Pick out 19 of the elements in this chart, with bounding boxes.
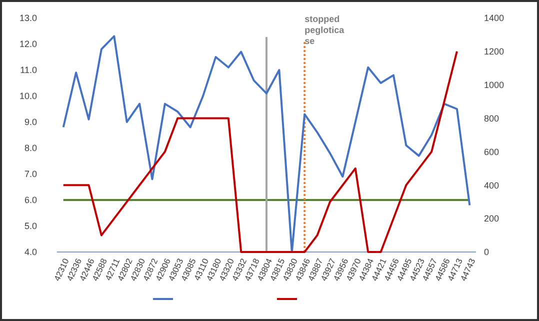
y-tick-label: 4.0 [24, 247, 37, 258]
y-tick-label: 10.0 [19, 91, 37, 102]
y2-tick-label: 1000 [484, 80, 504, 90]
y-tick-label: 11.0 [20, 65, 37, 76]
y-tick-label: 6.0 [24, 195, 37, 206]
y2-tick-label: 200 [484, 214, 500, 224]
y-tick-label: 9.0 [24, 117, 37, 128]
ref-line-label: stopped pegloticase [304, 14, 346, 46]
y-tick-label: 8.0 [24, 143, 37, 154]
y2-tick-label: 1400 [484, 13, 504, 24]
y-tick-label: 12.0 [19, 39, 37, 50]
y-tick-label: 7.0 [24, 169, 37, 180]
y2-tick-label: 0 [484, 247, 490, 258]
y2-tick-label: 600 [484, 146, 500, 157]
y2-tick-label: 800 [484, 113, 500, 124]
y-tick-label: 13.0 [19, 13, 37, 24]
y-tick-label: 5.0 [24, 221, 37, 232]
y2-tick-label: 400 [484, 180, 500, 190]
y2-tick-label: 1200 [484, 46, 504, 57]
